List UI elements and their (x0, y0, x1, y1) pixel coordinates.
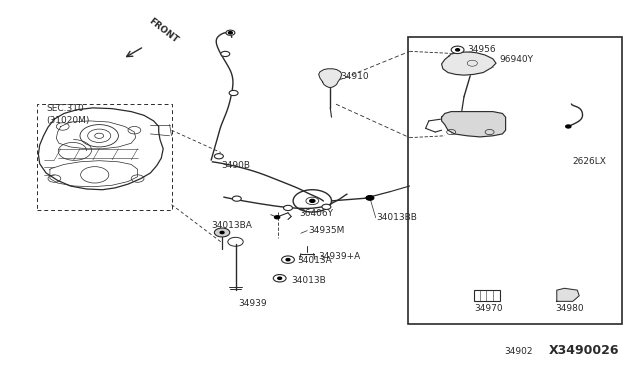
Bar (37, 104, 172, 210)
Text: 34013A: 34013A (298, 256, 332, 265)
Circle shape (310, 199, 315, 202)
Text: 3490B: 3490B (221, 161, 250, 170)
Text: 34013BB: 34013BB (376, 213, 417, 222)
Text: X3490026: X3490026 (549, 344, 620, 357)
Text: 34910: 34910 (340, 72, 369, 81)
Circle shape (366, 196, 374, 200)
Circle shape (221, 51, 230, 57)
Circle shape (229, 90, 238, 96)
Text: SEC.310
(31020M): SEC.310 (31020M) (46, 104, 90, 125)
Circle shape (228, 32, 232, 34)
Bar (408, 37, 622, 324)
Text: 34013BA: 34013BA (211, 221, 252, 230)
Circle shape (278, 277, 282, 279)
Polygon shape (557, 288, 579, 301)
Polygon shape (442, 52, 496, 75)
Circle shape (284, 205, 292, 211)
Text: 34970: 34970 (474, 304, 503, 313)
Circle shape (286, 259, 290, 261)
Text: 96940Y: 96940Y (499, 55, 533, 64)
Circle shape (275, 216, 280, 219)
Circle shape (214, 154, 223, 159)
Text: 34935M: 34935M (308, 226, 345, 235)
Circle shape (566, 125, 571, 128)
Circle shape (214, 228, 230, 237)
Text: FRONT: FRONT (147, 16, 180, 45)
Circle shape (322, 204, 331, 209)
Circle shape (451, 46, 464, 54)
Text: 34939+A: 34939+A (318, 252, 360, 261)
Circle shape (232, 196, 241, 201)
Circle shape (226, 30, 235, 35)
Polygon shape (319, 69, 342, 87)
Polygon shape (442, 112, 506, 137)
Text: 34956: 34956 (467, 45, 496, 54)
Circle shape (456, 49, 460, 51)
Text: 34980: 34980 (556, 304, 584, 313)
Text: 2626LX: 2626LX (573, 157, 607, 166)
Circle shape (220, 231, 224, 234)
Text: 34902: 34902 (504, 347, 532, 356)
Bar (474, 290, 500, 301)
Text: 34939: 34939 (239, 299, 267, 308)
Text: 34013B: 34013B (291, 276, 326, 285)
Text: 36406Y: 36406Y (300, 209, 333, 218)
